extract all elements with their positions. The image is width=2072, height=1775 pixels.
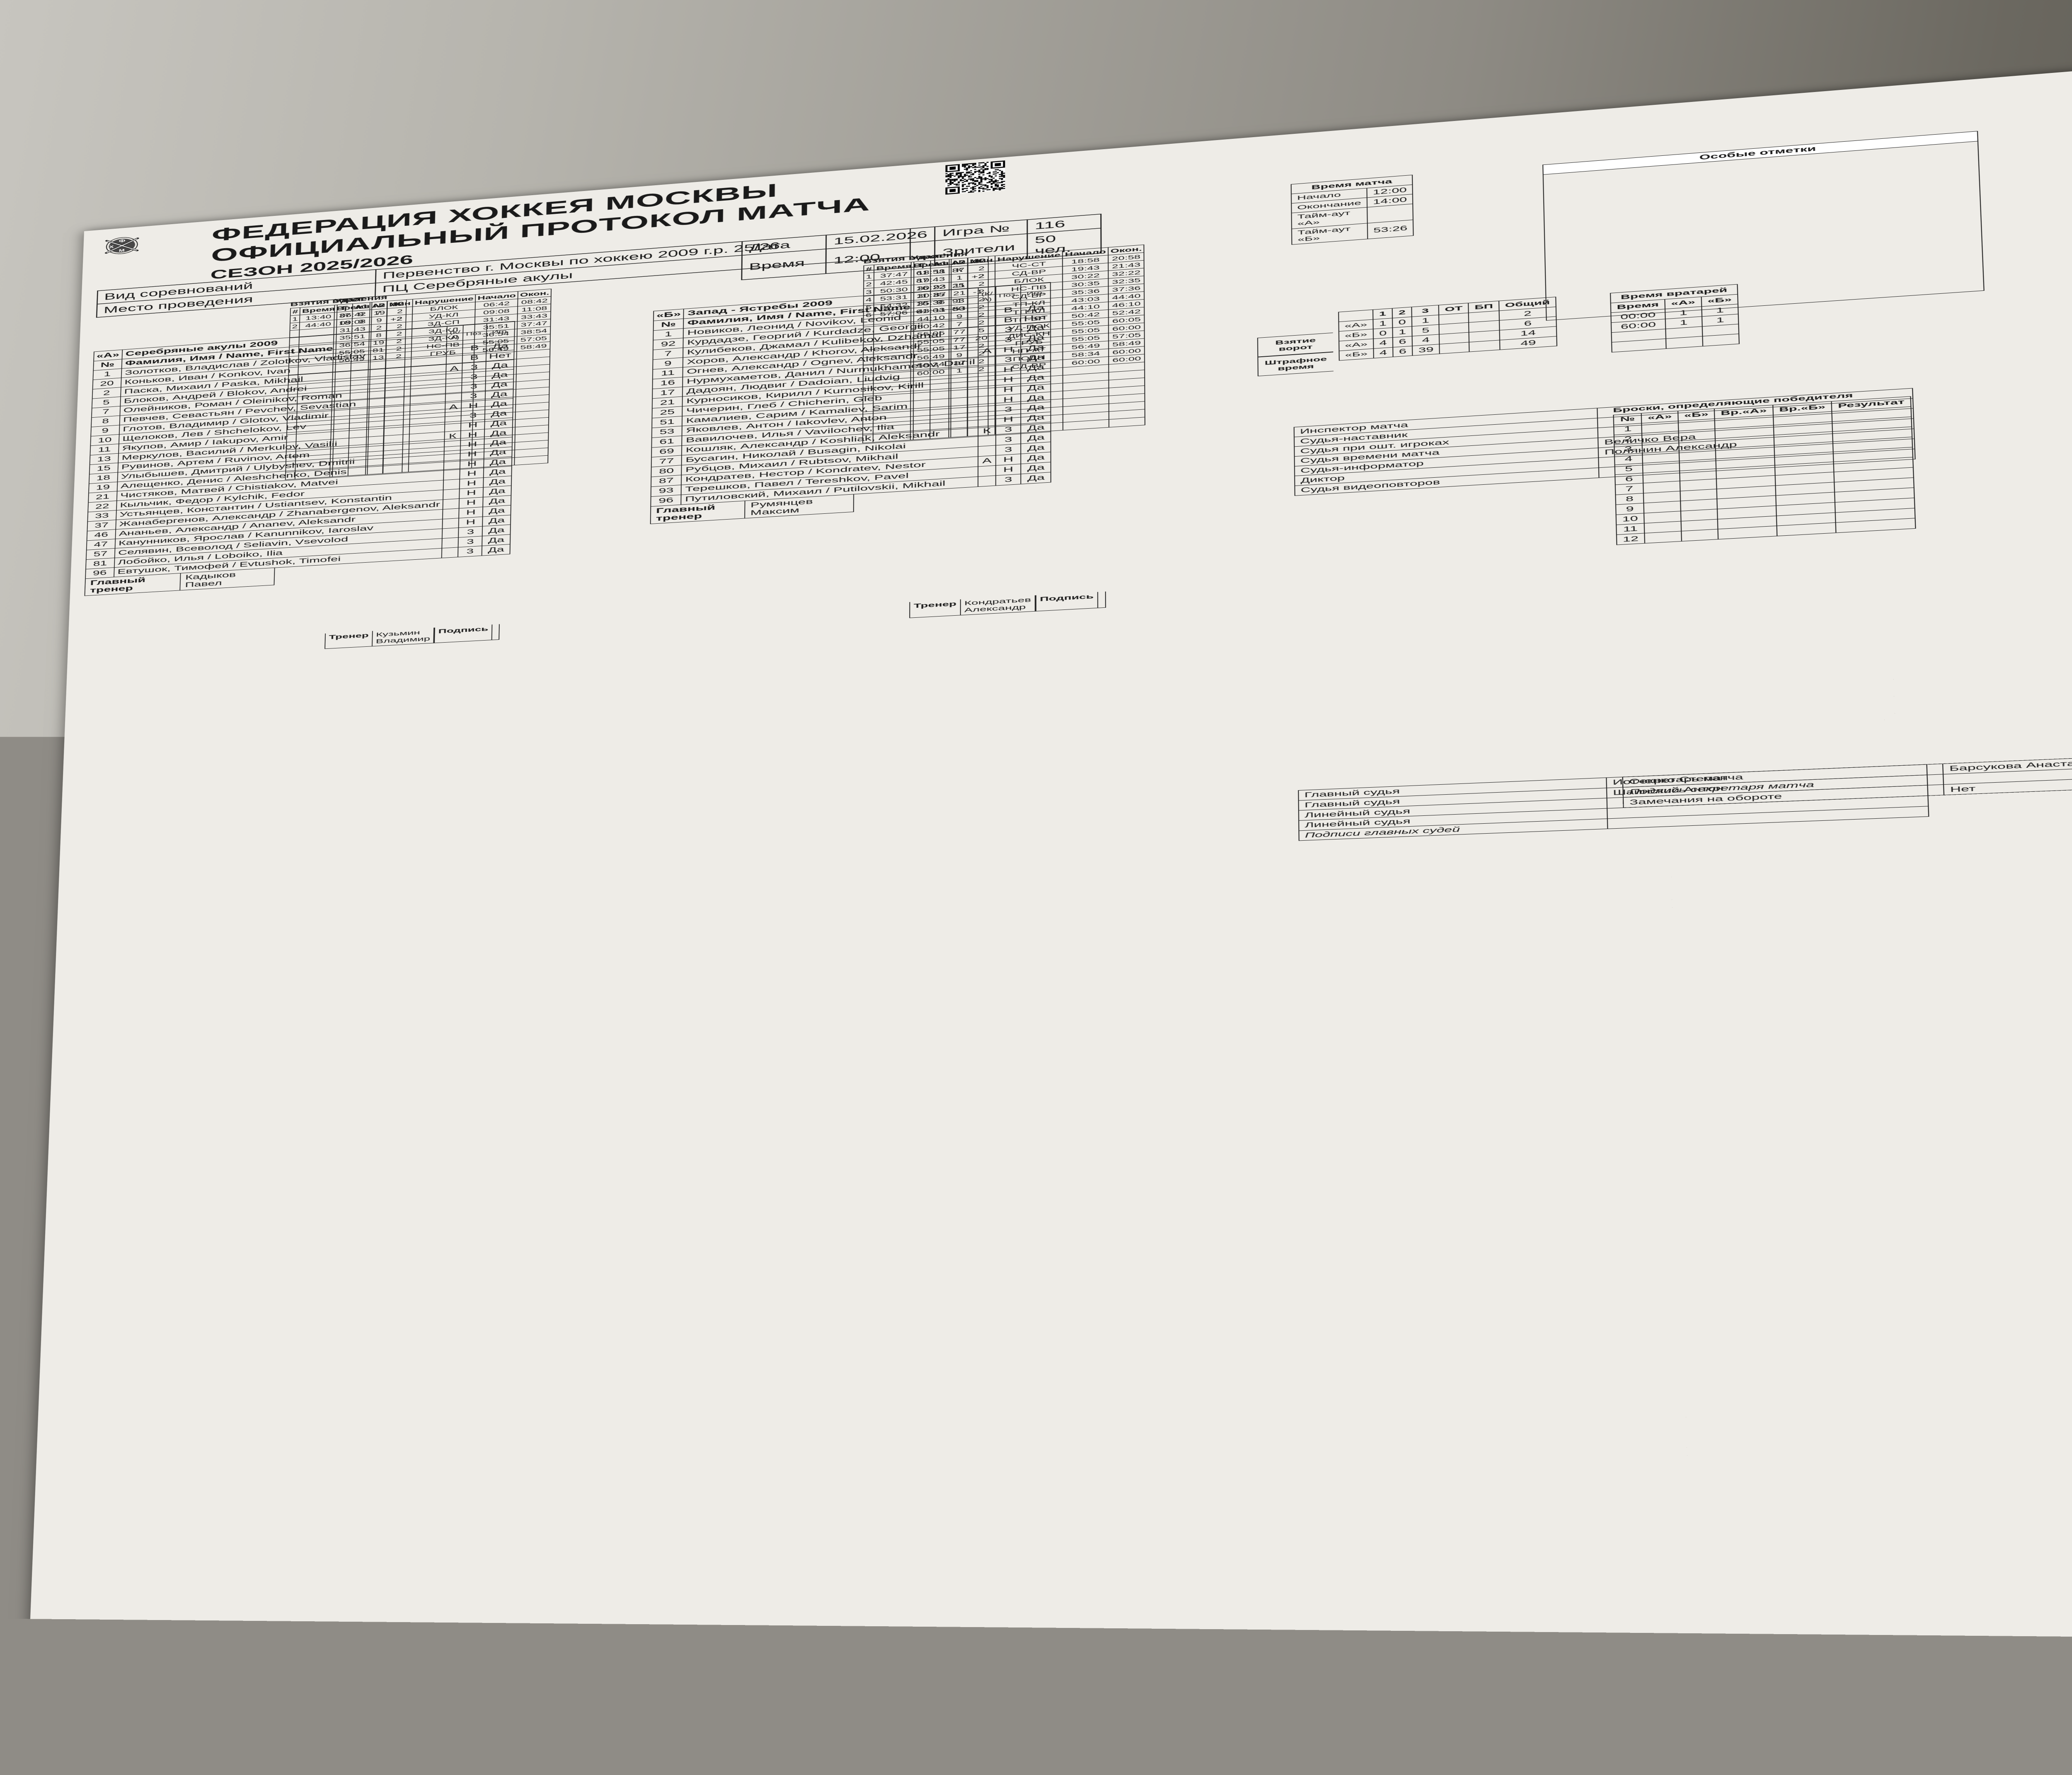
svg-text:М: М	[119, 248, 125, 253]
svg-text:Ф: Ф	[119, 239, 126, 244]
svg-text:Х: Х	[109, 244, 114, 249]
